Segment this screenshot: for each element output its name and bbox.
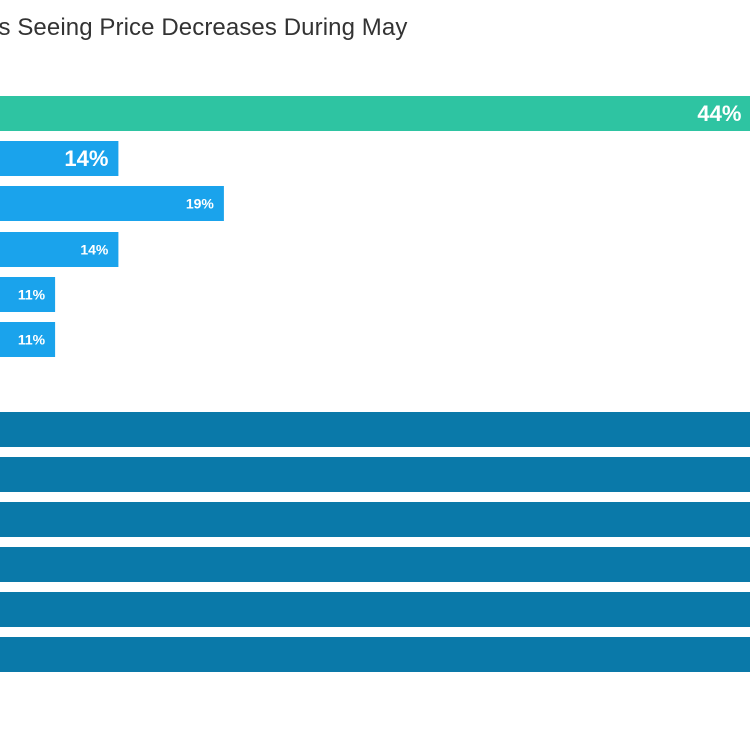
- bar-9: [0, 457, 750, 492]
- data-label-4: 14%: [80, 242, 109, 258]
- bar-8: [0, 412, 750, 447]
- bar-5: [0, 277, 56, 312]
- data-label-2: 14%: [64, 146, 108, 171]
- bar-12: [0, 592, 750, 627]
- bar-13: [0, 637, 750, 672]
- chart-title: gs Seeing Price Decreases During May: [0, 14, 408, 41]
- bar-3: [0, 186, 224, 221]
- data-label-5: 11%: [18, 287, 46, 303]
- bar-6: [0, 322, 56, 357]
- data-label-6: 11%: [18, 332, 46, 348]
- data-label-3: 19%: [186, 196, 215, 212]
- data-labels-group: 44% 14% 19% 14% 11% 11%: [18, 101, 742, 348]
- bars-group: [0, 96, 750, 672]
- bar-1: [0, 96, 750, 131]
- bar-11: [0, 547, 750, 582]
- data-label-1: 44%: [697, 101, 741, 126]
- bar-10: [0, 502, 750, 537]
- bar-2: [0, 141, 119, 176]
- bar-4: [0, 232, 119, 267]
